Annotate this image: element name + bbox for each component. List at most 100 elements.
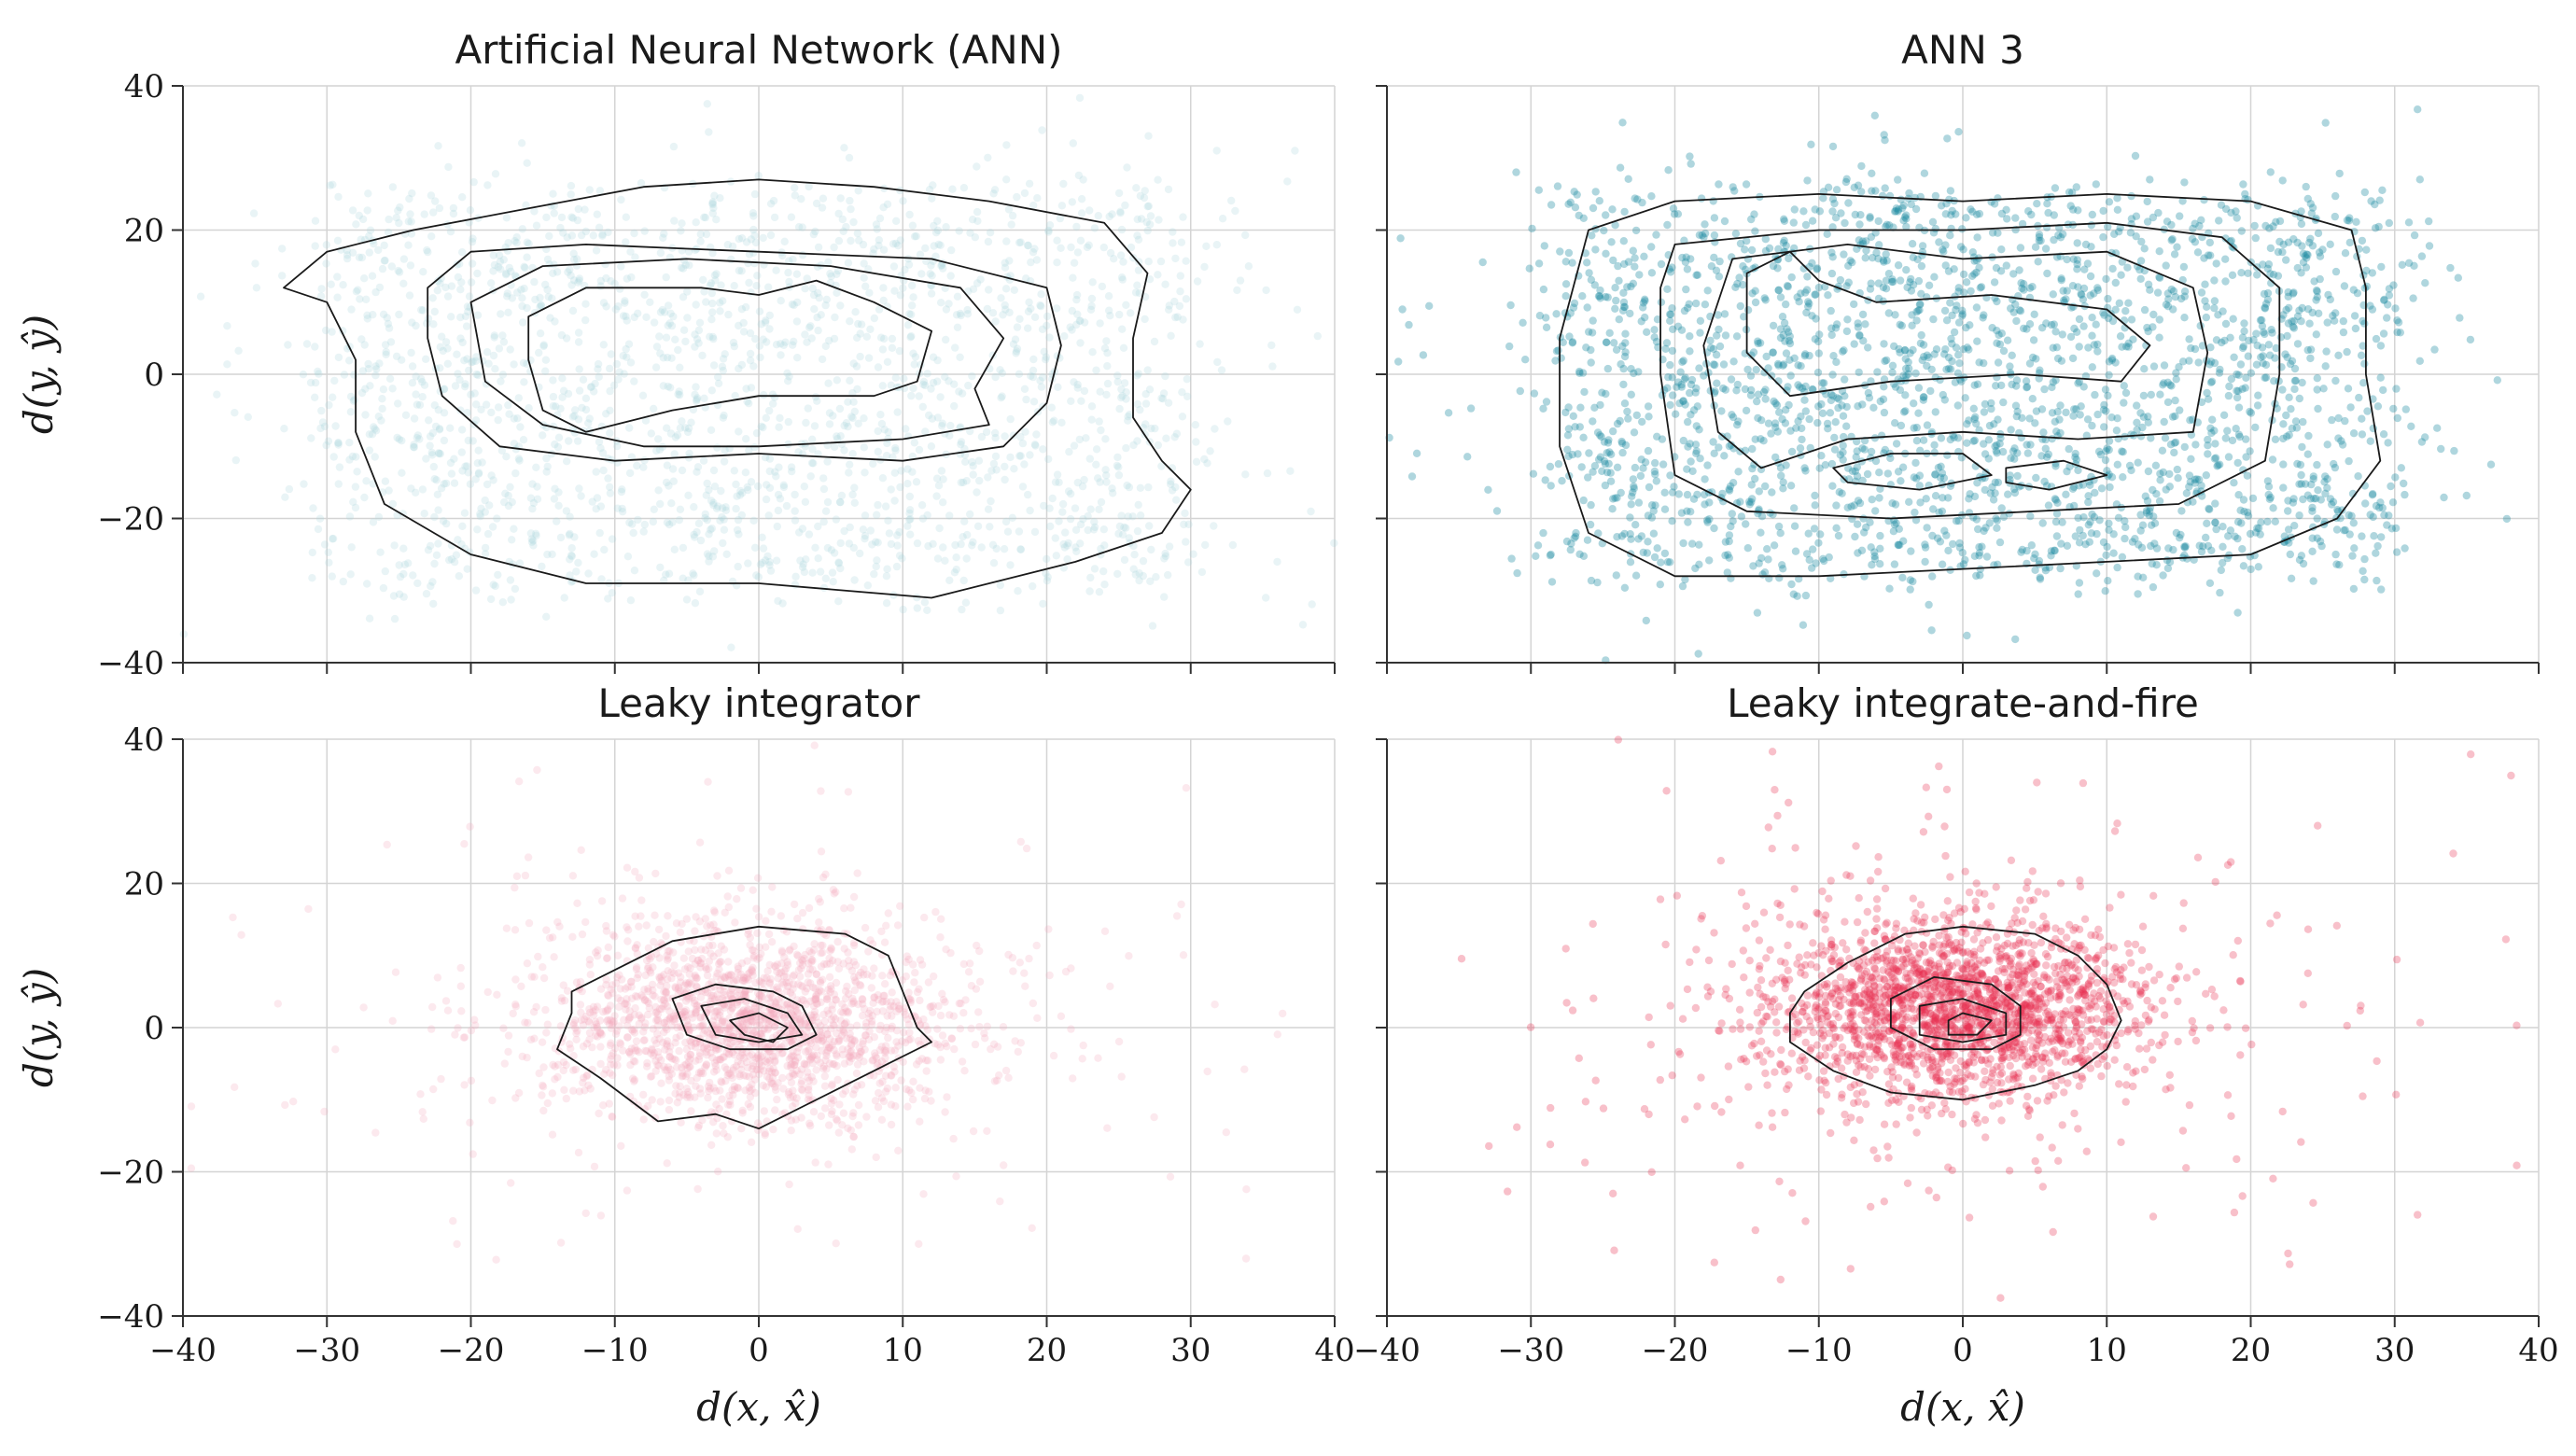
scatter-point xyxy=(890,469,899,477)
scatter-point xyxy=(252,284,261,292)
scatter-point xyxy=(302,340,312,348)
scatter-point xyxy=(1737,512,1746,521)
scatter-point xyxy=(1990,200,1999,208)
scatter-point xyxy=(348,248,357,257)
scatter-point xyxy=(2282,411,2290,420)
scatter-point xyxy=(495,344,504,353)
scatter-point xyxy=(343,254,352,263)
scatter-point xyxy=(1617,360,1625,369)
scatter-point xyxy=(1990,278,1999,287)
scatter-point xyxy=(2312,330,2320,339)
scatter-point xyxy=(850,407,859,416)
scatter-point xyxy=(1653,432,1661,441)
scatter-point xyxy=(2261,373,2269,382)
scatter-point xyxy=(399,593,408,601)
scatter-point xyxy=(737,305,747,314)
scatter-point xyxy=(2162,485,2170,494)
scatter-point xyxy=(752,571,761,580)
scatter-point xyxy=(1973,337,1981,345)
scatter-point xyxy=(581,205,589,214)
scatter-point xyxy=(1805,414,1813,424)
scatter-point xyxy=(1613,463,1622,471)
scatter-point xyxy=(880,334,889,343)
scatter-point xyxy=(358,215,368,224)
scatter-point xyxy=(461,312,470,321)
scatter-point xyxy=(545,260,553,269)
scatter-point xyxy=(894,242,903,250)
scatter-point xyxy=(1169,239,1177,247)
scatter-point xyxy=(662,273,670,282)
scatter-point xyxy=(1039,599,1047,609)
scatter-point xyxy=(2068,354,2078,363)
scatter-point xyxy=(2161,434,2170,442)
scatter-point xyxy=(1117,273,1127,282)
scatter-point xyxy=(551,440,559,449)
scatter-point xyxy=(1729,357,1738,366)
scatter-point xyxy=(887,381,895,389)
scatter-point xyxy=(1615,315,1624,324)
scatter-point xyxy=(612,359,622,369)
scatter-point xyxy=(1561,280,1571,288)
scatter-point xyxy=(2072,405,2080,413)
scatter-point xyxy=(2281,350,2289,358)
scatter-point xyxy=(410,414,419,423)
scatter-point xyxy=(900,374,908,383)
scatter-point xyxy=(251,259,259,268)
scatter-point xyxy=(2035,232,2044,242)
scatter-point xyxy=(2236,360,2246,369)
scatter-point xyxy=(1073,380,1082,389)
scatter-point xyxy=(1753,609,1762,617)
scatter-point xyxy=(693,395,701,404)
scatter-point xyxy=(2400,479,2408,488)
scatter-point xyxy=(879,284,888,292)
scatter-point xyxy=(2404,218,2414,227)
scatter-point xyxy=(1757,528,1765,537)
scatter-point xyxy=(504,501,513,511)
scatter-point xyxy=(1022,274,1030,283)
scatter-point xyxy=(2037,324,2047,332)
scatter-point xyxy=(1589,468,1597,476)
scatter-point xyxy=(849,217,858,227)
scatter-point xyxy=(1874,279,1883,287)
scatter-point xyxy=(1621,441,1631,450)
scatter-point xyxy=(1891,500,1900,509)
scatter-point xyxy=(1532,552,1540,560)
scatter-point xyxy=(538,562,546,571)
scatter-point xyxy=(549,392,558,401)
scatter-point xyxy=(1629,279,1638,287)
scatter-point xyxy=(809,290,819,300)
scatter-point xyxy=(541,367,550,375)
scatter-point xyxy=(1748,444,1757,454)
scatter-point xyxy=(1653,544,1661,553)
scatter-point xyxy=(802,418,810,427)
scatter-point xyxy=(1999,512,2009,522)
scatter-point xyxy=(708,200,717,209)
scatter-point xyxy=(1801,591,1811,600)
scatter-point xyxy=(1998,447,2008,456)
scatter-point xyxy=(1026,506,1034,515)
scatter-point xyxy=(600,545,609,554)
scatter-point xyxy=(744,559,752,567)
scatter-point xyxy=(510,360,518,369)
scatter-point xyxy=(1630,428,1639,437)
scatter-point xyxy=(2228,436,2237,445)
scatter-point xyxy=(1118,530,1127,539)
scatter-point xyxy=(1991,478,1999,487)
scatter-point xyxy=(317,406,326,415)
scatter-point xyxy=(574,338,583,346)
scatter-point xyxy=(1444,409,1453,417)
scatter-point xyxy=(450,479,459,487)
scatter-point xyxy=(471,416,481,425)
scatter-point xyxy=(461,380,469,388)
scatter-point xyxy=(669,477,678,485)
scatter-point xyxy=(1706,336,1715,345)
scatter-point xyxy=(1092,366,1100,374)
scatter-point xyxy=(711,276,720,285)
scatter-point xyxy=(2466,335,2475,344)
scatter-point xyxy=(1650,553,1659,562)
scatter-point xyxy=(1086,573,1095,582)
scatter-point xyxy=(729,338,738,347)
scatter-point xyxy=(345,357,354,365)
scatter-point xyxy=(1618,119,1627,127)
scatter-point xyxy=(506,576,515,584)
